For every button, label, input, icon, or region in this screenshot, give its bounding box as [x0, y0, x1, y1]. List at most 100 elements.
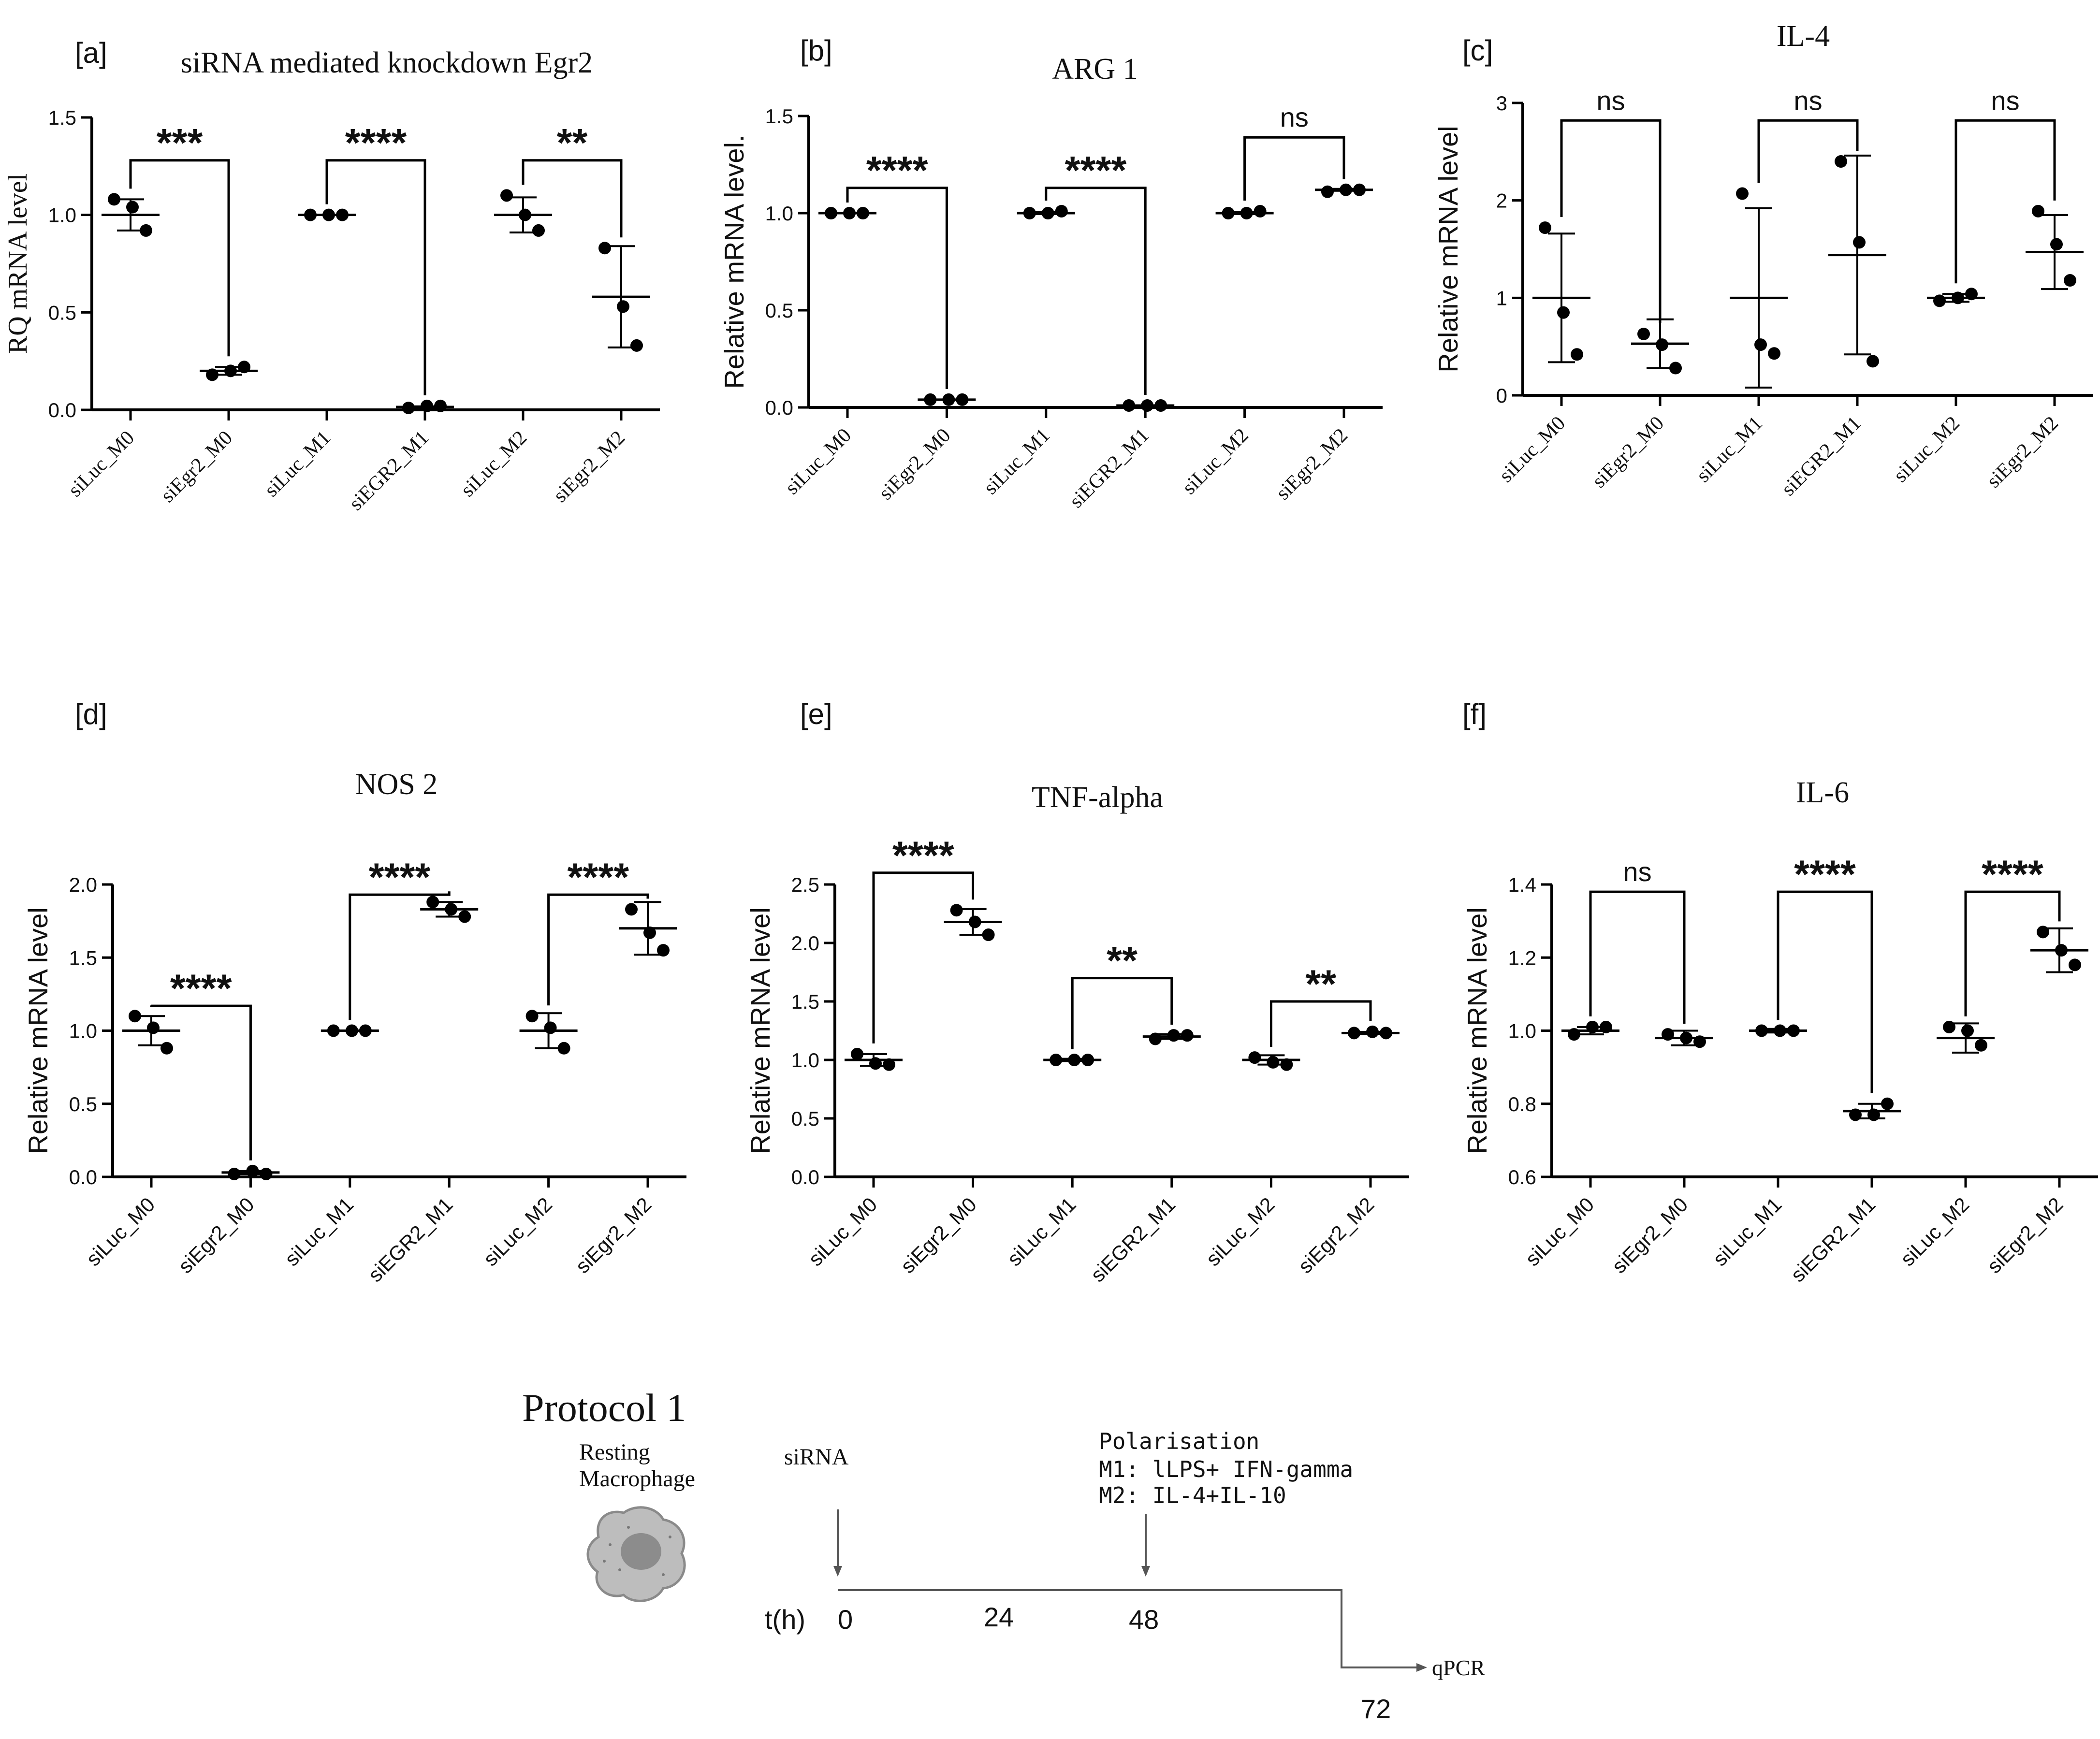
x-tick-label: siEgr2_M2: [1272, 424, 1352, 505]
data-point: [1933, 294, 1946, 307]
data-group: [1342, 1025, 1400, 1040]
data-point: [1656, 338, 1668, 351]
data-group: [1843, 1097, 1901, 1121]
significance-bracket: [1954, 119, 2056, 284]
data-point: [857, 207, 869, 219]
data-point: [1568, 1028, 1580, 1041]
data-point: [445, 903, 458, 916]
data-point: [1849, 1108, 1862, 1121]
data-point: [1380, 1027, 1392, 1040]
significance-bracket: [129, 159, 230, 357]
data-point: [304, 208, 317, 221]
data-point: [1736, 187, 1749, 200]
data-point: [1787, 1024, 1800, 1037]
x-tick-label: siEGR2_M1: [1086, 1193, 1180, 1286]
data-point: [1961, 1024, 1974, 1037]
y-tick-label: 1.5: [765, 105, 793, 128]
data-group: [2030, 926, 2088, 973]
data-point: [1539, 221, 1551, 234]
data-point: [2064, 274, 2076, 287]
data-point: [1680, 1031, 1692, 1044]
data-point: [434, 399, 447, 412]
data-point: [630, 339, 643, 352]
data-point: [322, 208, 335, 221]
significance-label: ****: [1794, 853, 1856, 897]
sirna-label: siRNA: [784, 1444, 849, 1470]
data-group: [944, 904, 1002, 942]
y-axis-label: Relative mRNA level: [745, 907, 775, 1154]
data-point: [359, 1024, 372, 1037]
y-tick-label: 1.5: [791, 990, 819, 1013]
data-group: [1315, 183, 1373, 198]
data-point: [1867, 1108, 1880, 1121]
significance-label: ***: [157, 121, 203, 165]
protocol-diagram: Protocol 1 Resting Macrophage siRNA Pola…: [522, 1386, 1485, 1724]
data-point: [1081, 1054, 1094, 1066]
panel-letter: [a]: [75, 37, 107, 69]
data-group: [494, 189, 552, 237]
significance-label: ns: [1623, 856, 1651, 887]
significance-label: ns: [1280, 102, 1309, 132]
significance-bracket: [872, 871, 975, 1043]
y-tick-label: 2: [1496, 189, 1507, 212]
panel-letter: [b]: [800, 34, 832, 67]
data-point: [260, 1167, 273, 1180]
x-tick-label: siLuc_M1: [280, 1193, 358, 1270]
data-group: [1937, 1020, 1995, 1054]
data-point: [1068, 1054, 1081, 1066]
data-point: [224, 364, 237, 377]
data-point: [1340, 183, 1352, 196]
data-point: [869, 1057, 882, 1070]
data-point: [968, 915, 981, 928]
significance-label: ns: [1596, 85, 1625, 116]
y-tick-label: 0.0: [765, 396, 793, 419]
data-point: [657, 944, 670, 957]
significance-label: ****: [369, 855, 431, 899]
data-group: [1927, 288, 1985, 307]
x-tick-label: siLuc_M1: [1692, 412, 1767, 487]
x-tick-label: siLuc_M1: [1708, 1193, 1786, 1270]
y-tick-label: 2.5: [791, 873, 819, 896]
data-point: [2050, 238, 2063, 251]
data-point: [206, 368, 219, 381]
data-group: [918, 393, 976, 406]
x-tick-label: siLuc_M1: [260, 427, 335, 502]
data-point: [1881, 1097, 1894, 1110]
y-tick-label: 1.0: [48, 204, 76, 227]
data-point: [458, 910, 471, 923]
data-group: [592, 242, 650, 352]
data-point: [1321, 185, 1334, 198]
data-point: [238, 361, 250, 374]
significance-label: **: [1305, 962, 1336, 1006]
y-tick-label: 2.0: [791, 932, 819, 955]
x-tick-label: siLuc_M0: [781, 424, 856, 499]
timepoint-24: 24: [984, 1602, 1014, 1632]
x-tick-label: siLuc_M0: [1521, 1193, 1598, 1270]
data-point: [1943, 1020, 1955, 1033]
significance-label: ****: [567, 855, 629, 899]
data-point: [924, 393, 937, 406]
data-group: [1215, 204, 1274, 219]
data-point: [519, 208, 531, 221]
x-tick-label: siEGR2_M1: [1065, 424, 1154, 513]
data-point: [851, 1047, 863, 1060]
timeline-arrow-head: [1416, 1663, 1427, 1672]
x-tick-label: siEgr2_M2: [1983, 412, 2063, 493]
sirna-arrow-head: [833, 1566, 842, 1577]
polarisation-label: Polarisation: [1099, 1428, 1259, 1454]
significance-label: **: [557, 121, 588, 165]
data-point: [402, 401, 415, 414]
data-point: [1254, 204, 1267, 217]
x-tick-label: siLuc_M2: [456, 427, 531, 502]
data-point: [1669, 362, 1682, 375]
macrophage-cell-icon: [586, 1506, 686, 1602]
data-point: [1366, 1025, 1379, 1038]
protocol-title: Protocol 1: [522, 1386, 686, 1430]
y-tick-label: 0.6: [1508, 1166, 1536, 1188]
significance-label: ****: [866, 149, 928, 193]
data-group: [1142, 1029, 1201, 1045]
data-point: [557, 1042, 570, 1055]
data-point: [1835, 155, 1847, 168]
x-tick-label: siLuc_M0: [64, 427, 139, 502]
significance-bracket: [1589, 890, 1686, 1024]
